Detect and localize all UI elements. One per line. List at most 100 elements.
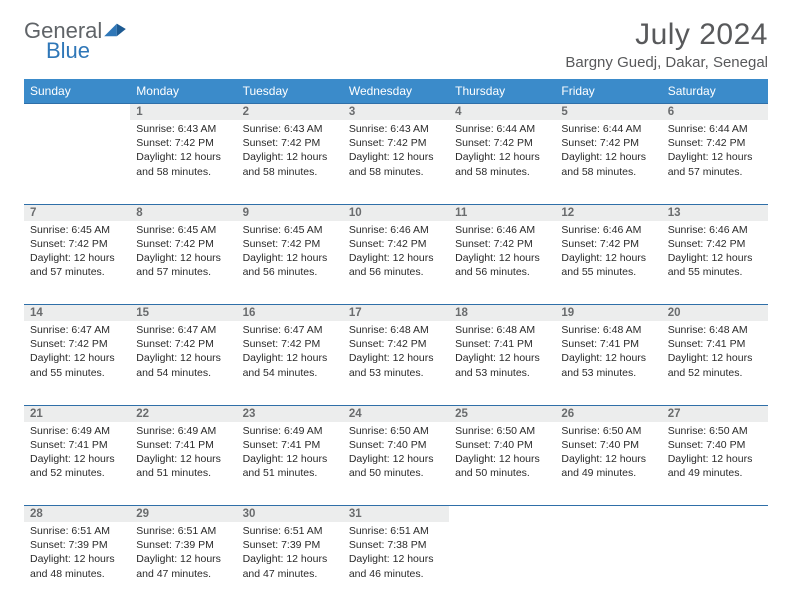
day-number-cell: 12 <box>555 204 661 221</box>
day-cell: Sunrise: 6:48 AMSunset: 7:41 PMDaylight:… <box>449 321 555 405</box>
day-number-cell: 27 <box>662 405 768 422</box>
sunset-text: Sunset: 7:41 PM <box>455 337 549 351</box>
day-number-cell: 4 <box>449 104 555 121</box>
daylight-text: Daylight: 12 hours and 58 minutes. <box>349 150 443 178</box>
sunrise-text: Sunrise: 6:50 AM <box>349 424 443 438</box>
day-number-row: 78910111213 <box>24 204 768 221</box>
day-cell: Sunrise: 6:49 AMSunset: 7:41 PMDaylight:… <box>130 422 236 506</box>
sunrise-text: Sunrise: 6:45 AM <box>30 223 124 237</box>
day-header: Monday <box>130 79 236 104</box>
daylight-text: Daylight: 12 hours and 58 minutes. <box>455 150 549 178</box>
day-cell: Sunrise: 6:45 AMSunset: 7:42 PMDaylight:… <box>24 221 130 305</box>
day-number-cell <box>449 506 555 523</box>
day-cell: Sunrise: 6:50 AMSunset: 7:40 PMDaylight:… <box>343 422 449 506</box>
sunrise-text: Sunrise: 6:51 AM <box>349 524 443 538</box>
daylight-text: Daylight: 12 hours and 50 minutes. <box>349 452 443 480</box>
sunrise-text: Sunrise: 6:43 AM <box>243 122 337 136</box>
sunrise-text: Sunrise: 6:51 AM <box>136 524 230 538</box>
daylight-text: Daylight: 12 hours and 48 minutes. <box>30 552 124 580</box>
sunset-text: Sunset: 7:39 PM <box>243 538 337 552</box>
sunrise-text: Sunrise: 6:43 AM <box>136 122 230 136</box>
sunset-text: Sunset: 7:39 PM <box>30 538 124 552</box>
sunrise-text: Sunrise: 6:48 AM <box>668 323 762 337</box>
day-cell <box>555 522 661 606</box>
day-cell: Sunrise: 6:43 AMSunset: 7:42 PMDaylight:… <box>343 120 449 204</box>
day-content-row: Sunrise: 6:49 AM Sunset: 7:41 PM Daylight:… <box>24 422 768 506</box>
day-cell <box>662 522 768 606</box>
day-number-cell: 29 <box>130 506 236 523</box>
daylight-text: Daylight: 12 hours and 57 minutes. <box>136 251 230 279</box>
day-content-row: Sunrise: 6:45 AMSunset: 7:42 PMDaylight:… <box>24 221 768 305</box>
day-number-cell: 31 <box>343 506 449 523</box>
day-number-cell: 17 <box>343 305 449 322</box>
day-number-cell: 28 <box>24 506 130 523</box>
day-number-cell: 10 <box>343 204 449 221</box>
day-content-row: Sunrise: 6:47 AMSunset: 7:42 PMDaylight:… <box>24 321 768 405</box>
sunset-text: Sunset: 7:42 PM <box>30 237 124 251</box>
day-content-row: Sunrise: 6:43 AMSunset: 7:42 PMDaylight:… <box>24 120 768 204</box>
logo-mark-icon <box>104 18 126 44</box>
day-cell: Sunrise: 6:44 AMSunset: 7:42 PMDaylight:… <box>555 120 661 204</box>
day-header: Wednesday <box>343 79 449 104</box>
daylight-text: Daylight: 12 hours and 57 minutes. <box>668 150 762 178</box>
day-number-cell: 26 <box>555 405 661 422</box>
day-cell: Sunrise: 6:50 AMSunset: 7:40 PMDaylight:… <box>555 422 661 506</box>
day-number-cell: 7 <box>24 204 130 221</box>
sunset-text: Sunset: 7:40 PM <box>349 438 443 452</box>
sunrise-text: Sunrise: 6:49 AM <box>136 424 230 438</box>
daylight-text: Daylight: 12 hours and 58 minutes. <box>243 150 337 178</box>
day-cell: Sunrise: 6:48 AMSunset: 7:41 PMDaylight:… <box>555 321 661 405</box>
day-number-cell: 6 <box>662 104 768 121</box>
sunrise-text: Sunrise: 6:47 AM <box>30 323 124 337</box>
page-header: GeneralBlue July 2024 Bargny Guedj, Daka… <box>24 18 768 71</box>
day-cell: Sunrise: 6:49 AMSunset: 7:41 PMDaylight:… <box>24 422 130 506</box>
day-number-cell: 21 <box>24 405 130 422</box>
daylight-text: Daylight: 12 hours and 53 minutes. <box>349 351 443 379</box>
daylight-text: Daylight: 12 hours and 46 minutes. <box>349 552 443 580</box>
sunset-text: Sunset: 7:42 PM <box>243 237 337 251</box>
day-cell: Sunrise: 6:47 AMSunset: 7:42 PMDaylight:… <box>130 321 236 405</box>
sunrise-text: Sunrise: 6:46 AM <box>455 223 549 237</box>
day-number-cell: 8 <box>130 204 236 221</box>
daylight-text: Daylight: 12 hours and 53 minutes. <box>561 351 655 379</box>
sunset-text: Sunset: 7:42 PM <box>243 136 337 150</box>
calendar-table: SundayMondayTuesdayWednesdayThursdayFrid… <box>24 79 768 606</box>
sunrise-text: Sunrise: 6:50 AM <box>668 424 762 438</box>
sunrise-text: Sunrise: 6:50 AM <box>455 424 549 438</box>
day-cell: Sunrise: 6:43 AMSunset: 7:42 PMDaylight:… <box>237 120 343 204</box>
day-header: Friday <box>555 79 661 104</box>
sunset-text: Sunset: 7:42 PM <box>30 337 124 351</box>
day-header: Thursday <box>449 79 555 104</box>
daylight-text: Daylight: 12 hours and 47 minutes. <box>136 552 230 580</box>
day-number-cell <box>24 104 130 121</box>
day-number-cell: 20 <box>662 305 768 322</box>
day-number-cell: 16 <box>237 305 343 322</box>
daylight-text: Daylight: 12 hours and 56 minutes. <box>243 251 337 279</box>
daylight-text: Daylight: 12 hours and 54 minutes. <box>136 351 230 379</box>
daylight-text: Daylight: 12 hours and 57 minutes. <box>30 251 124 279</box>
sunset-text: Sunset: 7:42 PM <box>136 337 230 351</box>
sunrise-text: Sunrise: 6:44 AM <box>455 122 549 136</box>
day-cell: Sunrise: 6:51 AMSunset: 7:38 PMDaylight:… <box>343 522 449 606</box>
daylight-text: Daylight: 12 hours and 53 minutes. <box>455 351 549 379</box>
sunrise-text: Sunrise: 6:45 AM <box>243 223 337 237</box>
title-block: July 2024 Bargny Guedj, Dakar, Senegal <box>565 18 768 71</box>
sunrise-text: Sunrise: 6:46 AM <box>668 223 762 237</box>
day-cell: Sunrise: 6:45 AMSunset: 7:42 PMDaylight:… <box>237 221 343 305</box>
sunset-text: Sunset: 7:42 PM <box>561 136 655 150</box>
day-cell: Sunrise: 6:48 AMSunset: 7:42 PMDaylight:… <box>343 321 449 405</box>
logo: GeneralBlue <box>24 18 126 64</box>
day-number-row: 123456 <box>24 104 768 121</box>
sunset-text: Sunset: 7:42 PM <box>349 337 443 351</box>
sunset-text: Sunset: 7:42 PM <box>136 136 230 150</box>
day-cell: Sunrise: 6:44 AMSunset: 7:42 PMDaylight:… <box>449 120 555 204</box>
day-header: Tuesday <box>237 79 343 104</box>
sunset-text: Sunset: 7:42 PM <box>668 136 762 150</box>
daylight-text: Daylight: 12 hours and 49 minutes. <box>668 452 762 480</box>
sunset-text: Sunset: 7:42 PM <box>668 237 762 251</box>
day-cell: Sunrise: 6:43 AMSunset: 7:42 PMDaylight:… <box>130 120 236 204</box>
sunset-text: Sunset: 7:41 PM <box>561 337 655 351</box>
sunset-text: Sunset: 7:42 PM <box>243 337 337 351</box>
sunset-text: Sunset: 7:41 PM <box>243 438 337 452</box>
sunrise-text: Sunrise: 6:45 AM <box>136 223 230 237</box>
